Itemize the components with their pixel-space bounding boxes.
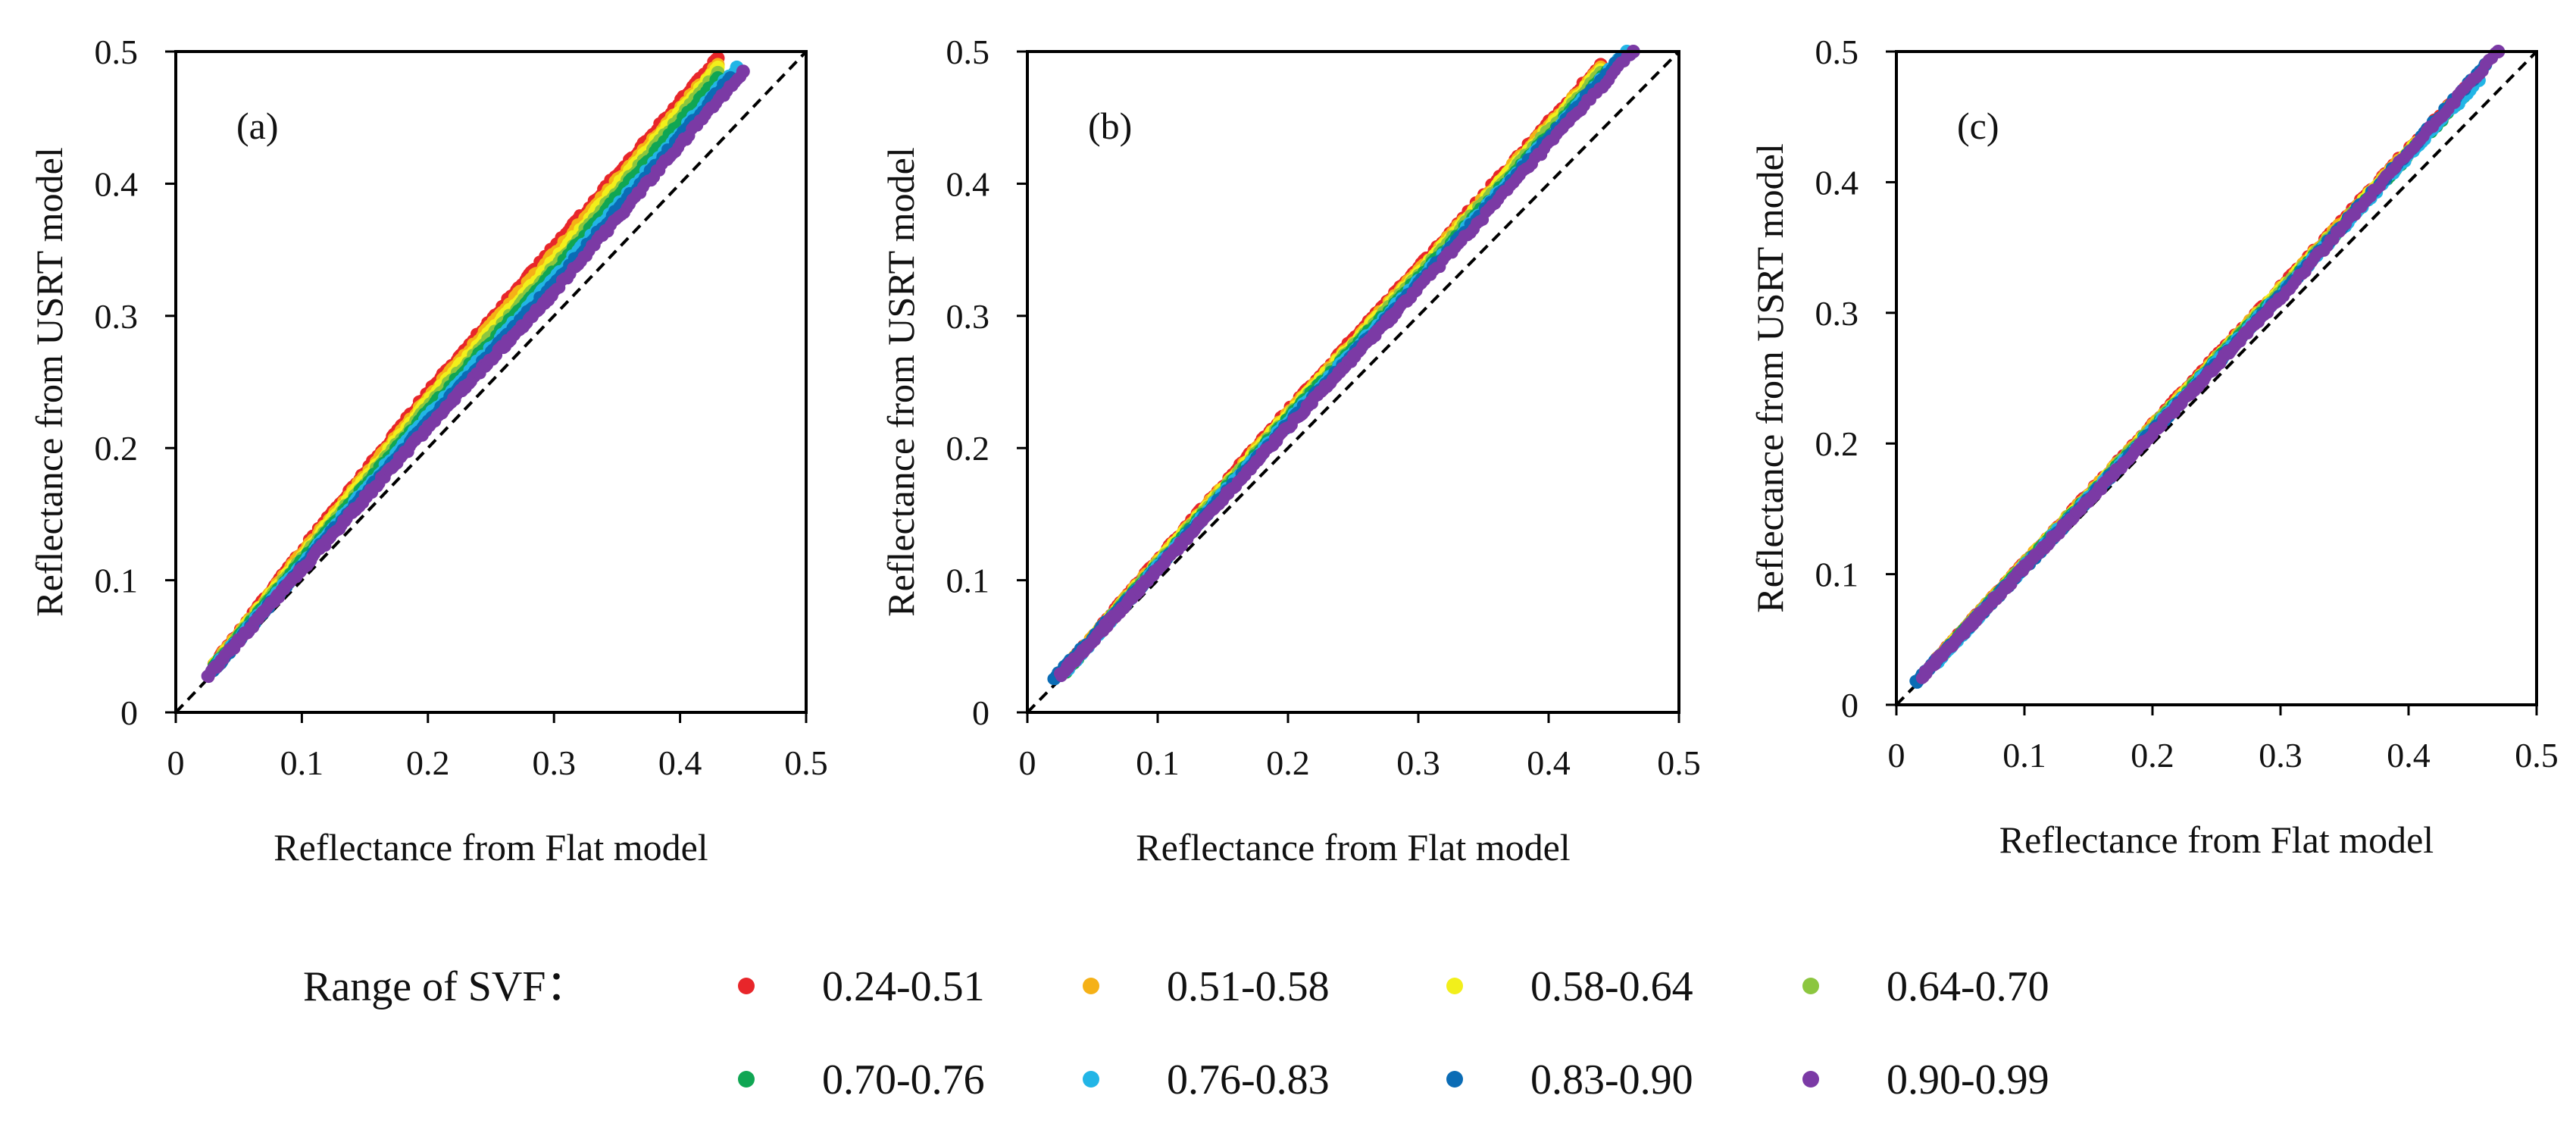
series-0.90-0.99 bbox=[201, 64, 750, 684]
y-tick-label: 0.4 bbox=[946, 164, 990, 203]
scatter-points bbox=[201, 51, 750, 684]
data-point bbox=[736, 64, 750, 79]
plot-frame bbox=[174, 50, 808, 714]
y-axis-label: Reflectance from USRT model bbox=[28, 147, 70, 617]
y-tick-label: 0.1 bbox=[95, 562, 139, 600]
x-tick-label: 0.5 bbox=[784, 743, 828, 782]
x-tick-label: 0.4 bbox=[658, 743, 702, 782]
x-tick-label: 0.4 bbox=[1527, 743, 1571, 782]
y-tick-label: 0 bbox=[972, 693, 989, 732]
reference-line bbox=[1895, 50, 2538, 706]
y-tick-label: 0.2 bbox=[95, 429, 139, 468]
plot-frame bbox=[1026, 50, 1680, 714]
panel-label: (b) bbox=[1088, 105, 1132, 147]
scatter-points bbox=[1047, 45, 1640, 685]
y-tick-label: 0.1 bbox=[946, 562, 990, 600]
y-tick-label: 0.3 bbox=[946, 297, 990, 336]
panel-c: 0 0.1 0.2 0.3 0.4 0.500.10.20.30.40.5(c)Refle… bbox=[1749, 33, 2559, 861]
x-tick-label: 0.3 bbox=[532, 743, 576, 782]
reference-line bbox=[174, 50, 808, 714]
x-tick-label: 0.2 bbox=[406, 743, 450, 782]
x-tick-label: 0.1 bbox=[1136, 743, 1180, 782]
reference-line bbox=[1026, 50, 1680, 714]
y-tick-label: 0.5 bbox=[946, 33, 990, 71]
x-axis-label: Reflectance from Flat model bbox=[1136, 826, 1570, 869]
y-tick-label: 0 bbox=[120, 693, 138, 732]
x-tick-label: 0 bbox=[167, 743, 185, 782]
x-axis-label: Reflectance from Flat model bbox=[274, 826, 708, 869]
y-tick-label: 0.2 bbox=[946, 429, 990, 468]
x-tick-label: 0.1 bbox=[280, 743, 324, 782]
panel-a: 0 0.1 0.2 0.3 0.4 0.5 0 0.1 0.2 0.3 0.4 0.5 (a) Refle… bbox=[28, 33, 828, 869]
x-tick-label: 0.2 bbox=[1266, 743, 1310, 782]
panel-b: 0 0.1 0.2 0.3 0.4 0.5 0 0.1 0.2 0.3 0.4 0.5 (b) Refle… bbox=[880, 33, 1701, 869]
x-tick-label: 0.5 bbox=[1657, 743, 1701, 782]
panel-label: (a) bbox=[236, 105, 279, 147]
series-0.90-0.99 bbox=[1054, 45, 1640, 682]
y-tick-label: 0.4 bbox=[95, 164, 139, 203]
y-tick-label: 0.5 bbox=[95, 33, 139, 71]
x-tick-label: 0 bbox=[1019, 743, 1036, 782]
scatter-points bbox=[1909, 45, 2506, 689]
panels: 0 0.1 0.2 0.3 0.4 0.5 0 0.1 0.2 0.3 0.4 0.5 (a) Refle… bbox=[28, 33, 2559, 869]
y-axis-label: Reflectance from USRT model bbox=[880, 147, 922, 617]
x-tick-label: 0.3 bbox=[1396, 743, 1440, 782]
y-tick-label: 0.3 bbox=[95, 297, 139, 336]
